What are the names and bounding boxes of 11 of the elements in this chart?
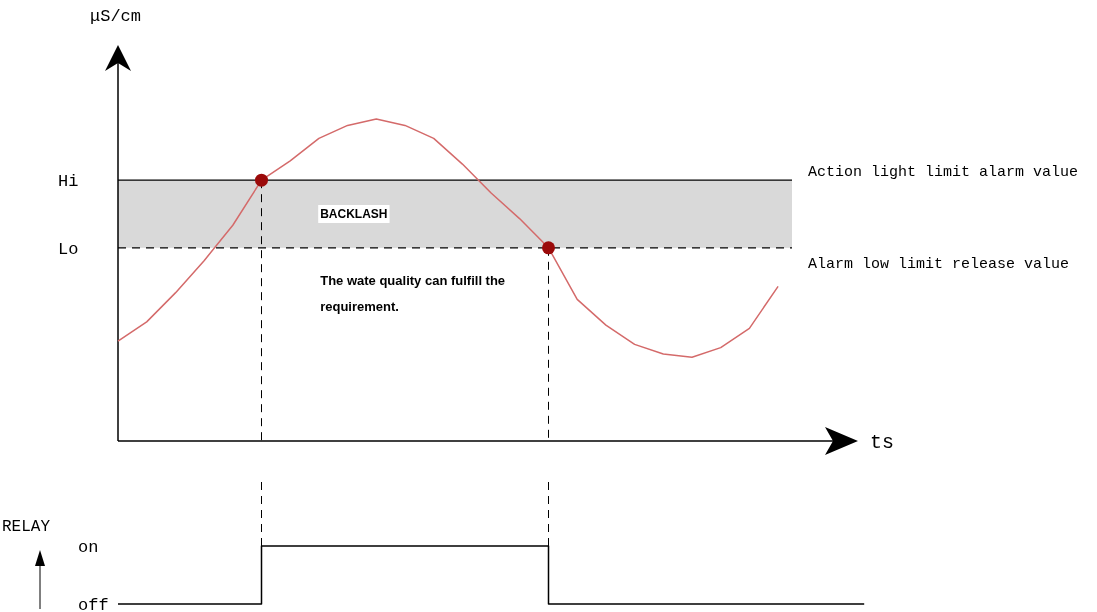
x-axis-title: ts [870, 431, 895, 454]
text: Lo [58, 239, 79, 259]
text: on [78, 538, 99, 557]
ref-line-label: Action light limit alarm value [808, 164, 1079, 182]
ref-line-label: Alarm low limit release value [808, 255, 1070, 273]
y-axis-title: μS/cm [90, 7, 142, 26]
band-label: BACKLASH [320, 206, 388, 221]
text: Hi [58, 172, 79, 192]
annotation: The wate quality can fulfill the requirement. [320, 273, 506, 314]
y-axis-title: RELAY [2, 518, 51, 536]
annotation: off [78, 596, 109, 612]
